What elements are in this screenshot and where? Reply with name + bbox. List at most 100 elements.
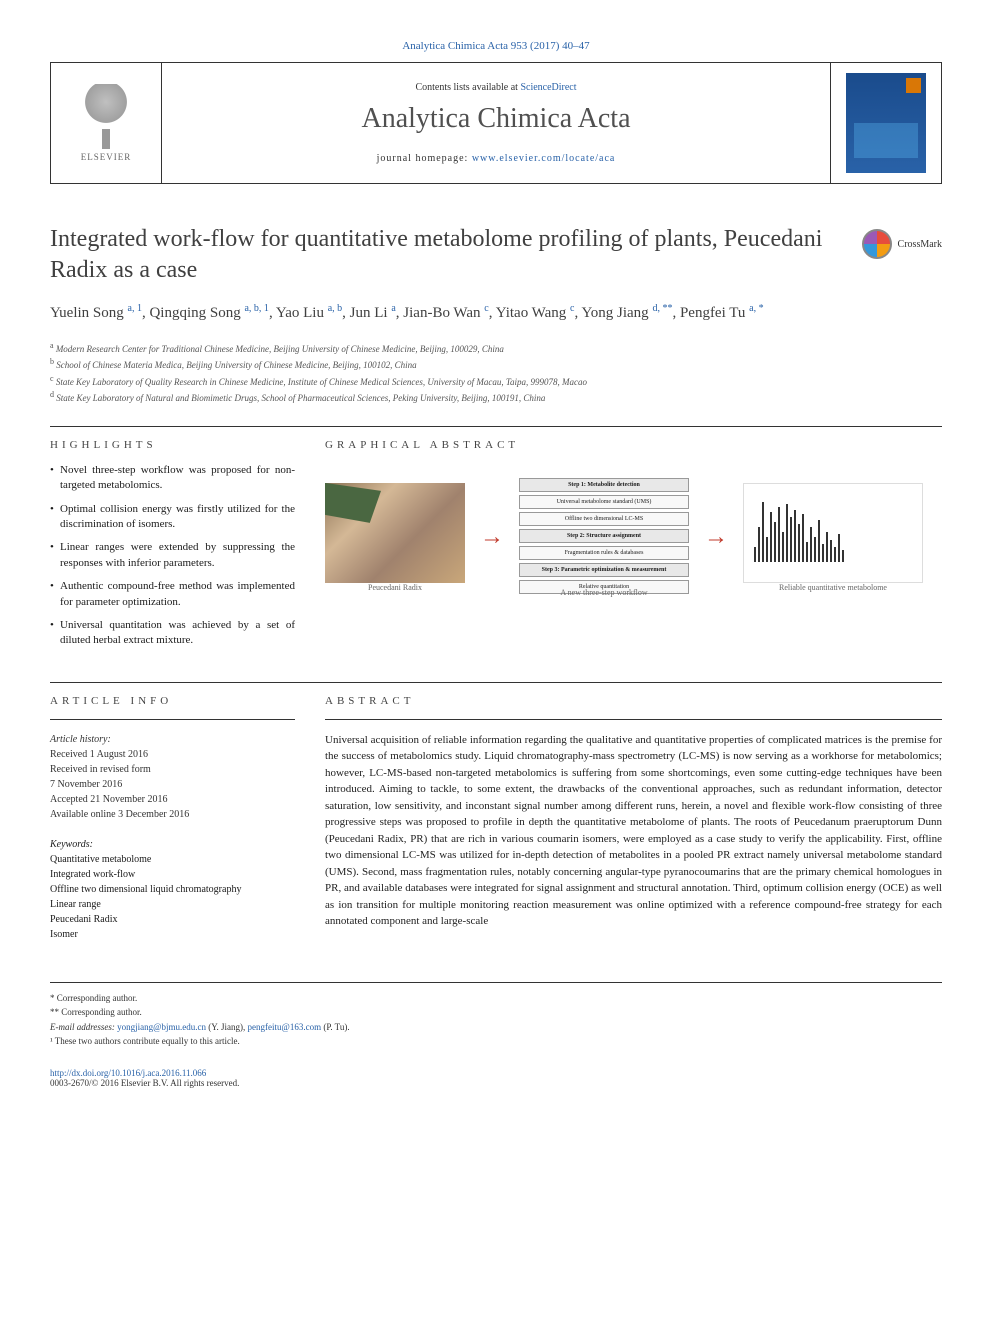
abstract-heading: ABSTRACT (325, 695, 942, 707)
spectrum-peak (778, 507, 780, 562)
graphical-abstract: Peucedani Radix → Step 1: Metabolite det… (325, 463, 942, 612)
spectrum-peak (790, 517, 792, 562)
affiliation-line: d State Key Laboratory of Natural and Bi… (50, 389, 942, 406)
spectrum-peak (786, 504, 788, 562)
graphical-abstract-heading: GRAPHICAL ABSTRACT (325, 439, 942, 451)
elsevier-logo[interactable]: ELSEVIER (61, 78, 151, 168)
copyright-line: 0003-2670/© 2016 Elsevier B.V. All right… (50, 1078, 942, 1088)
highlights-heading: HIGHLIGHTS (50, 439, 295, 451)
affiliations: a Modern Research Center for Traditional… (50, 340, 942, 406)
keywords-label: Keywords: (50, 837, 295, 852)
ga-workflow-diagram: Step 1: Metabolite detection Universal me… (519, 478, 689, 588)
journal-header: ELSEVIER Contents lists available at Sci… (50, 62, 942, 184)
arrow-right-icon: → (480, 524, 504, 551)
keyword-item: Integrated work-flow (50, 867, 295, 882)
article-info-heading: ARTICLE INFO (50, 695, 295, 707)
workflow-box: Fragmentation rules & databases (519, 546, 689, 560)
doi-link[interactable]: http://dx.doi.org/10.1016/j.aca.2016.11.… (50, 1068, 942, 1078)
divider (325, 719, 942, 720)
email-label: E-mail addresses: (50, 1022, 117, 1032)
workflow-box: Step 3: Parametric optimization & measur… (519, 563, 689, 577)
contents-text: Contents lists available at (415, 82, 520, 93)
keyword-item: Linear range (50, 897, 295, 912)
abstract-text: Universal acquisition of reliable inform… (325, 732, 942, 930)
workflow-box: Step 1: Metabolite detection (519, 478, 689, 492)
affiliation-line: c State Key Laboratory of Quality Resear… (50, 373, 942, 390)
ga-caption-1: Peucedani Radix (325, 583, 465, 592)
spectrum-peak (802, 514, 804, 562)
homepage-link[interactable]: www.elsevier.com/locate/aca (472, 153, 616, 164)
crossmark-icon (862, 229, 892, 259)
workflow-box: Offline two dimensional LC-MS (519, 512, 689, 526)
ga-plant-image (325, 483, 465, 583)
highlight-item: Universal quantitation was achieved by a… (50, 618, 295, 649)
divider (50, 682, 942, 683)
publisher-logo-cell: ELSEVIER (51, 63, 161, 183)
journal-reference: Analytica Chimica Acta 953 (2017) 40–47 (50, 40, 942, 52)
journal-homepage-line: journal homepage: www.elsevier.com/locat… (377, 153, 616, 164)
history-line: Received in revised form (50, 762, 295, 777)
spectrum-peak (834, 547, 836, 562)
ga-caption-3: Reliable quantitative metabolome (743, 583, 923, 592)
spectrum-peak (842, 550, 844, 562)
highlights-list: Novel three-step workflow was proposed f… (50, 463, 295, 649)
history-line: Available online 3 December 2016 (50, 807, 295, 822)
email-link-2[interactable]: pengfeitu@163.com (248, 1022, 322, 1032)
affiliation-line: b School of Chinese Materia Medica, Beij… (50, 356, 942, 373)
highlight-item: Linear ranges were extended by suppressi… (50, 540, 295, 571)
article-title: Integrated work-flow for quantitative me… (50, 224, 842, 286)
spectrum-peak (818, 520, 820, 562)
keyword-item: Quantitative metabolome (50, 852, 295, 867)
elsevier-text: ELSEVIER (81, 152, 132, 162)
email-name-2: (P. Tu). (321, 1022, 350, 1032)
contents-line: Contents lists available at ScienceDirec… (415, 82, 576, 93)
ga-spectrum-chart (743, 483, 923, 583)
footer-notes: * Corresponding author. ** Corresponding… (50, 982, 942, 1049)
cover-thumbnail-cell (831, 63, 941, 183)
divider (50, 426, 942, 427)
spectrum-peak (794, 510, 796, 562)
crossmark-badge[interactable]: CrossMark (862, 229, 942, 259)
homepage-label: journal homepage: (377, 153, 472, 164)
corresponding-note-2: ** Corresponding author. (50, 1005, 942, 1019)
author-list: Yuelin Song a, 1, Qingqing Song a, b, 1,… (50, 301, 942, 325)
highlight-item: Authentic compound-free method was imple… (50, 579, 295, 610)
journal-cover-thumbnail[interactable] (846, 73, 926, 173)
spectrum-peak (838, 534, 840, 562)
journal-title-cell: Contents lists available at ScienceDirec… (161, 63, 831, 183)
spectrum-peak (754, 547, 756, 562)
article-history: Article history: Received 1 August 2016R… (50, 732, 295, 822)
history-line: 7 November 2016 (50, 777, 295, 792)
equal-contribution-note: ¹ These two authors contribute equally t… (50, 1034, 942, 1048)
spectrum-peak (806, 542, 808, 562)
history-line: Accepted 21 November 2016 (50, 792, 295, 807)
email-line: E-mail addresses: yongjiang@bjmu.edu.cn … (50, 1020, 942, 1034)
history-label: Article history: (50, 732, 295, 747)
corresponding-note-1: * Corresponding author. (50, 991, 942, 1005)
spectrum-peak (774, 522, 776, 562)
email-link-1[interactable]: yongjiang@bjmu.edu.cn (117, 1022, 206, 1032)
spectrum-peak (826, 532, 828, 562)
spectrum-peak (770, 512, 772, 562)
elsevier-tree-icon (76, 84, 136, 144)
spectrum-peak (766, 537, 768, 562)
email-name-1: (Y. Jiang), (206, 1022, 248, 1032)
affiliation-line: a Modern Research Center for Traditional… (50, 340, 942, 357)
arrow-right-icon: → (704, 524, 728, 551)
keywords-block: Keywords: Quantitative metabolomeIntegra… (50, 837, 295, 942)
spectrum-peak (758, 527, 760, 562)
workflow-box: Universal metabolome standard (UMS) (519, 495, 689, 509)
divider (50, 719, 295, 720)
spectrum-peak (810, 527, 812, 562)
highlight-item: Novel three-step workflow was proposed f… (50, 463, 295, 494)
sciencedirect-link[interactable]: ScienceDirect (520, 82, 576, 93)
history-line: Received 1 August 2016 (50, 747, 295, 762)
crossmark-label: CrossMark (898, 239, 942, 250)
spectrum-peak (798, 524, 800, 562)
journal-name: Analytica Chimica Acta (361, 103, 630, 135)
spectrum-peak (822, 544, 824, 562)
keyword-item: Offline two dimensional liquid chromatog… (50, 882, 295, 897)
spectrum-peak (762, 502, 764, 562)
keyword-item: Peucedani Radix (50, 912, 295, 927)
spectrum-peak (830, 540, 832, 562)
